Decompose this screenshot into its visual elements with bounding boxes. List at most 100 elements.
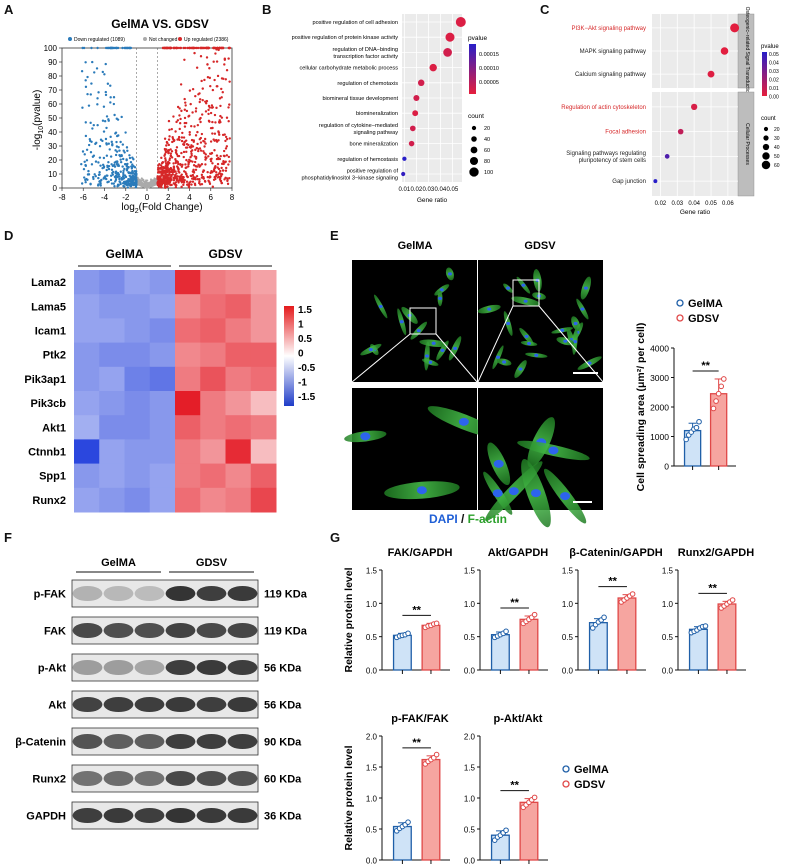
volcano-point-up bbox=[209, 159, 213, 163]
volcano-point-up bbox=[194, 157, 198, 160]
volcano-point-nc bbox=[152, 180, 155, 183]
volcano-point-down bbox=[117, 164, 121, 168]
heat-cell bbox=[74, 415, 100, 440]
micro-cell-nucleus bbox=[439, 288, 444, 292]
kegg-dot bbox=[730, 23, 740, 33]
volcano-point-down bbox=[91, 60, 94, 64]
bar-ytick-label: 3000 bbox=[650, 373, 669, 383]
volcano-point-up bbox=[185, 158, 188, 162]
volcano-point-up bbox=[225, 69, 229, 72]
volcano-ytick-label: 10 bbox=[48, 170, 57, 179]
volcano-point-up bbox=[200, 182, 204, 186]
volcano-xtick-label: 2 bbox=[166, 193, 171, 202]
wb-band bbox=[103, 659, 134, 676]
volcano-point-up bbox=[186, 175, 189, 179]
micro-divider bbox=[477, 382, 478, 388]
bar-gdsv bbox=[421, 624, 441, 671]
heat-cell bbox=[175, 439, 201, 465]
bar-ytick-label: 4000 bbox=[650, 344, 669, 354]
volcano-point-nc bbox=[151, 182, 154, 185]
volcano-point-down bbox=[113, 163, 116, 166]
heat-cell bbox=[225, 463, 252, 489]
wb-band bbox=[165, 585, 196, 602]
bar-point bbox=[718, 383, 725, 390]
volcano-point-down bbox=[83, 176, 86, 179]
wb-band bbox=[72, 696, 103, 713]
volcano-point-up bbox=[204, 100, 207, 103]
volcano-point-down bbox=[110, 46, 114, 50]
volcano-point-down bbox=[128, 154, 131, 157]
volcano-point-nc bbox=[137, 177, 140, 180]
volcano-point-up bbox=[187, 160, 190, 164]
volcano-point-up bbox=[156, 168, 160, 171]
volcano-point-up bbox=[158, 182, 161, 186]
volcano-point-up bbox=[204, 163, 207, 166]
volcano-point-up bbox=[183, 178, 186, 182]
volcano-point-up bbox=[163, 137, 167, 140]
volcano-point-up bbox=[185, 142, 189, 146]
volcano-point-up bbox=[212, 178, 216, 181]
volcano-point-up bbox=[203, 140, 206, 143]
heat-row-label: Akt1 bbox=[42, 422, 66, 434]
volcano-point-nc bbox=[138, 178, 141, 181]
volcano-point-up bbox=[206, 170, 209, 174]
volcano-point-up bbox=[215, 106, 218, 110]
volcano-point-up bbox=[194, 168, 198, 171]
heat-cell bbox=[225, 487, 252, 513]
volcano-point-down bbox=[102, 156, 106, 160]
legend-gdsv: GDSV bbox=[688, 313, 720, 325]
wb-band bbox=[196, 696, 227, 713]
kegg-pvalue-title: pvalue bbox=[761, 44, 779, 50]
volcano-point-down bbox=[91, 127, 94, 130]
heat-row-label: Spp1 bbox=[39, 471, 66, 483]
bar-point bbox=[503, 827, 509, 834]
micro-cell-nucleus bbox=[521, 283, 526, 287]
volcano-point-up bbox=[158, 175, 161, 178]
volcano-point-down bbox=[92, 175, 95, 179]
wb-band bbox=[72, 733, 103, 750]
volcano-point-up bbox=[187, 115, 190, 118]
wb-band bbox=[103, 696, 134, 713]
go-pvalue-bar bbox=[469, 44, 476, 94]
wb-band bbox=[196, 659, 227, 676]
go-count-dot bbox=[470, 146, 478, 154]
volcano-point-up bbox=[160, 182, 163, 186]
heat-cell bbox=[74, 270, 100, 295]
heat-scale-tick: -1 bbox=[298, 378, 307, 389]
bar-ytick-label: 0.0 bbox=[464, 667, 476, 676]
wb-band bbox=[134, 659, 165, 676]
bar-ytick-label: 0.0 bbox=[562, 667, 574, 676]
go-term-label: regulation of chemotaxis bbox=[337, 81, 398, 87]
volcano-point-up bbox=[173, 139, 176, 142]
volcano-point-up bbox=[191, 149, 194, 152]
legend-gelma-marker bbox=[562, 765, 570, 773]
bar-gdsv bbox=[617, 597, 637, 671]
volcano-point-down bbox=[123, 185, 126, 188]
heat-cell bbox=[250, 270, 277, 295]
volcano-point-up bbox=[172, 115, 175, 118]
volcano-point-up bbox=[174, 130, 177, 133]
legend-up-marker bbox=[178, 37, 182, 41]
volcano-ytick-label: 40 bbox=[48, 128, 57, 137]
volcano-point-down bbox=[94, 142, 97, 146]
volcano-point-down bbox=[109, 135, 112, 139]
volcano-point-up bbox=[194, 134, 198, 137]
bar-title: Akt/GAPDH bbox=[488, 547, 549, 559]
kegg-dot bbox=[664, 154, 670, 159]
volcano-point-up bbox=[228, 176, 231, 180]
volcano-point-down bbox=[88, 138, 92, 141]
volcano-point-up bbox=[217, 139, 220, 142]
bar-ytick-label: 1.5 bbox=[562, 567, 574, 576]
wb-membrane bbox=[71, 616, 259, 645]
volcano-point-up bbox=[190, 154, 193, 157]
wb-band bbox=[227, 585, 258, 602]
volcano-point-up bbox=[211, 132, 214, 135]
volcano-point-up bbox=[178, 107, 181, 110]
volcano-point-down bbox=[99, 180, 102, 184]
kegg-pvalue-tick: 0.02 bbox=[769, 78, 779, 84]
volcano-point-down bbox=[97, 173, 101, 177]
heat-cell bbox=[149, 342, 176, 368]
volcano-point-down bbox=[98, 156, 102, 159]
heat-cell bbox=[74, 439, 100, 465]
volcano-point-up bbox=[159, 164, 163, 167]
